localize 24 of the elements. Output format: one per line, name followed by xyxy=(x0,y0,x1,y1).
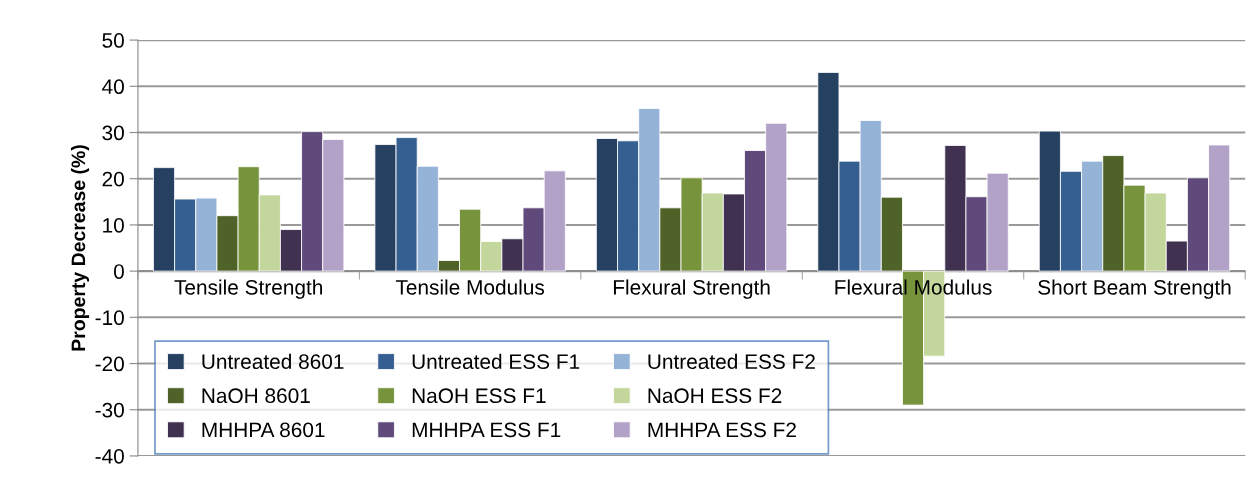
y-tick-label: -30 xyxy=(95,402,124,418)
y-tick-label: 50 xyxy=(102,33,124,48)
y-tick-label: 30 xyxy=(102,125,124,141)
y-tick-label: 10 xyxy=(103,217,124,233)
y-tick-label: -10 xyxy=(95,310,124,326)
y-tick-label: -20 xyxy=(95,356,124,372)
legend-label: MHHPA ESS F1 xyxy=(412,422,561,438)
legend-label: NaOH 8601 xyxy=(202,388,310,404)
x-tick-label: Tensile Modulus xyxy=(395,279,545,295)
y-tick-label: -40 xyxy=(95,448,124,464)
x-tick-label: Short Beam Strength xyxy=(1038,279,1231,299)
y-tick-label: 0 xyxy=(113,264,124,279)
legend-label: Untreated ESS F2 xyxy=(648,353,815,370)
legend-label: Untreated ESS F1 xyxy=(412,353,580,370)
legend-label: MHHPA 8601 xyxy=(202,422,325,438)
legend-label: NaOH ESS F1 xyxy=(412,388,546,404)
y-tick-label: 40 xyxy=(102,79,124,95)
legend-label: MHHPA ESS F2 xyxy=(648,422,796,438)
x-tick-label: Tensile Strength xyxy=(174,279,323,299)
legend-label: NaOH ESS F2 xyxy=(648,388,782,404)
legend-label: Untreated 8601 xyxy=(202,353,344,370)
y-axis-title: Property Decrease (%) xyxy=(70,145,90,351)
y-tick-label: 20 xyxy=(102,171,124,187)
x-tick-label: Flexural Strength xyxy=(613,279,770,299)
